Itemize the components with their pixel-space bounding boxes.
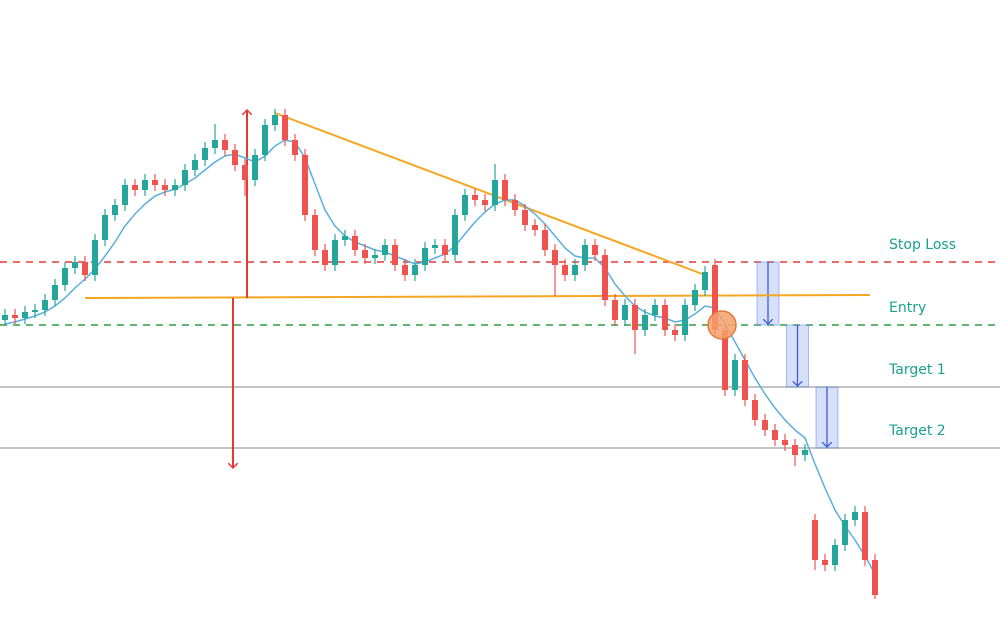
candle-body <box>652 305 658 315</box>
candle-body <box>592 245 598 255</box>
candle-body <box>562 265 568 275</box>
candle-body <box>162 185 168 190</box>
candle-body <box>502 180 508 200</box>
candle-body <box>432 245 438 248</box>
candle-body <box>552 250 558 265</box>
candle-body <box>682 305 688 335</box>
candle-body <box>402 265 408 275</box>
candle-body <box>762 420 768 430</box>
candle-body <box>392 245 398 265</box>
candle-body <box>752 400 758 420</box>
candle-body <box>712 265 718 330</box>
candle-body <box>152 180 158 185</box>
candle-body <box>522 210 528 225</box>
candle-body <box>462 195 468 215</box>
candle-body <box>802 450 808 455</box>
level-label: Stop Loss <box>889 237 956 253</box>
candle-body <box>582 245 588 265</box>
candle-body <box>412 265 418 275</box>
candle-body <box>282 115 288 140</box>
candle-body <box>472 195 478 200</box>
candle-body <box>52 285 58 300</box>
candle-body <box>732 360 738 390</box>
candle-body <box>272 115 278 125</box>
candle-body <box>192 160 198 170</box>
candle-body <box>702 272 708 290</box>
candle-body <box>222 140 228 150</box>
trendline <box>84 294 871 299</box>
candle-body <box>292 140 298 155</box>
level-label: Entry <box>889 300 926 316</box>
candle-body <box>202 148 208 160</box>
candle-body <box>92 240 98 275</box>
candle-body <box>832 545 838 565</box>
candle-body <box>602 255 608 300</box>
candle-body <box>492 180 498 205</box>
candle-body <box>42 300 48 310</box>
candle-body <box>182 170 188 185</box>
candle-body <box>362 250 368 258</box>
candle-body <box>2 315 8 320</box>
candle-body <box>482 200 488 205</box>
level-label: Target 1 <box>888 362 946 378</box>
candle-body <box>442 245 448 255</box>
candle-body <box>642 315 648 330</box>
candle-body <box>872 560 878 595</box>
candle-body <box>332 240 338 265</box>
candle-body <box>862 512 868 560</box>
candle-body <box>852 512 858 520</box>
candle-body <box>632 305 638 330</box>
candle-body <box>382 245 388 255</box>
candle-body <box>662 305 668 330</box>
candle-body <box>612 300 618 320</box>
candle-body <box>22 312 28 318</box>
candle-body <box>782 440 788 445</box>
candle-body <box>232 150 238 165</box>
level-label: Target 2 <box>888 423 946 439</box>
candle-body <box>672 330 678 335</box>
trendline <box>274 112 706 276</box>
candle-body <box>772 430 778 440</box>
candle-body <box>742 360 748 400</box>
candle-body <box>32 310 38 312</box>
candle-body <box>542 230 548 250</box>
candle-body <box>62 268 68 285</box>
candle-body <box>512 200 518 210</box>
candle-body <box>692 290 698 305</box>
candle-body <box>842 520 848 545</box>
candle-body <box>142 180 148 190</box>
candle-body <box>172 185 178 190</box>
candle-body <box>302 155 308 215</box>
candle-body <box>352 236 358 250</box>
candle-body <box>312 215 318 250</box>
candle-body <box>262 125 268 155</box>
candle-body <box>82 262 88 275</box>
candle-body <box>252 155 258 180</box>
candle-body <box>122 185 128 205</box>
candle-body <box>722 330 728 390</box>
candle-body <box>452 215 458 255</box>
candle-body <box>572 265 578 275</box>
candle-body <box>822 560 828 565</box>
candle-body <box>212 140 218 148</box>
entry-marker <box>707 310 737 340</box>
candle-body <box>792 445 798 455</box>
candle-body <box>102 215 108 240</box>
candle-body <box>622 305 628 320</box>
candle-body <box>422 248 428 265</box>
candle-body <box>112 205 118 215</box>
candle-body <box>812 520 818 560</box>
candle-body <box>322 250 328 265</box>
candle-body <box>342 236 348 240</box>
candle-body <box>132 185 138 190</box>
candle-body <box>72 262 78 268</box>
candle-body <box>532 225 538 230</box>
candle-body <box>242 165 248 180</box>
candle-body <box>12 315 18 318</box>
candle-body <box>372 255 378 258</box>
